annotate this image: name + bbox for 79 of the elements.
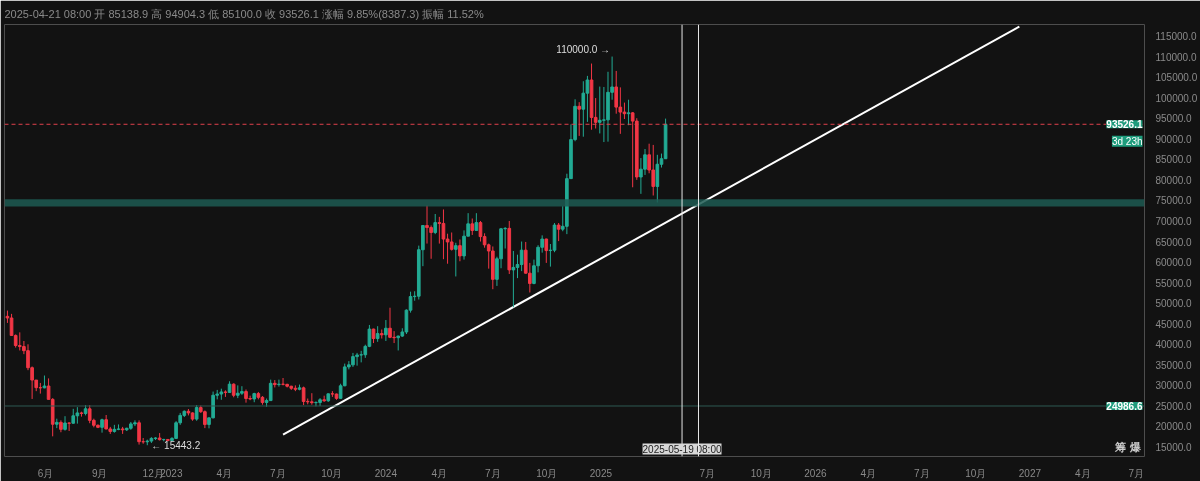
y-tick-label: 100000.0 — [1155, 92, 1198, 104]
x-tick-label: 2024 — [374, 467, 398, 479]
x-tick-label: 10月 — [965, 467, 987, 479]
candlestick — [511, 250, 516, 308]
candlestick — [63, 415, 67, 432]
candlestick — [277, 379, 281, 388]
x-tick-label: 4月 — [216, 467, 233, 479]
candlestick — [392, 330, 396, 344]
y-tick-label: 15000.0 — [1155, 442, 1193, 454]
y-tick-label: 30000.0 — [1155, 380, 1193, 392]
candlestick — [458, 238, 462, 262]
y-tick-label: 70000.0 — [1155, 215, 1193, 227]
annotation: 筹 爆 — [1114, 440, 1142, 453]
candlestick — [453, 242, 458, 277]
y-tick-label: 50000.0 — [1155, 298, 1193, 310]
x-tick-label: 7月 — [699, 467, 716, 479]
candlestick — [602, 86, 606, 143]
y-tick-label: 75000.0 — [1155, 195, 1193, 207]
candlestick — [626, 99, 631, 126]
x-tick-label: 10月 — [750, 467, 772, 479]
y-tick-label: 95000.0 — [1155, 113, 1193, 125]
candlestick — [268, 379, 273, 402]
candlestick — [441, 208, 446, 260]
candlestick — [449, 231, 454, 252]
candlestick — [614, 70, 619, 115]
candlestick — [67, 421, 71, 432]
candlestick — [133, 419, 137, 427]
x-tick-label: 4月 — [860, 467, 877, 479]
x-tick-label: 2025 — [589, 467, 613, 479]
y-tick-label: 65000.0 — [1155, 236, 1193, 248]
y-tick-label: 55000.0 — [1155, 277, 1193, 289]
x-tick-label: 9月 — [91, 467, 108, 479]
candlestick — [630, 111, 635, 188]
candlestick — [544, 238, 549, 264]
ref-line-label: 24986.6 — [1106, 401, 1143, 412]
candlestick — [577, 101, 582, 137]
candlestick — [388, 307, 392, 339]
candlestick — [515, 254, 520, 279]
x-tick-label: 10月 — [536, 467, 558, 479]
ref-line-label: 2025-05-19 08:00 — [642, 443, 722, 455]
x-tick-label: 7月 — [914, 467, 930, 479]
candlestick — [384, 319, 388, 342]
candlestick — [355, 352, 359, 367]
x-tick-label: 10月 — [321, 467, 343, 479]
y-tick-label: 40000.0 — [1155, 339, 1193, 351]
annotation: 3d 23h — [1111, 135, 1143, 147]
candlestick — [651, 144, 656, 196]
annotation: 110000.0 → — [556, 43, 611, 55]
y-tick-label: 25000.0 — [1155, 400, 1193, 412]
y-tick-label: 45000.0 — [1155, 318, 1193, 330]
y-tick-label: 60000.0 — [1155, 257, 1193, 269]
candlestick — [281, 377, 285, 386]
y-tick-label: 115000.0 — [1155, 31, 1197, 43]
y-tick-label: 90000.0 — [1155, 133, 1193, 145]
y-tick-label: 20000.0 — [1155, 421, 1193, 433]
chart-title: 2025-04-21 08:00 开 85138.9 高 94904.3 低 85100.0 收 93526.1 涨幅 9.85%(8387.3) 振幅 11.52% — [4, 7, 484, 20]
y-tick-label: 110000.0 — [1155, 51, 1197, 63]
annotation: ← 15443.2 — [151, 439, 201, 451]
x-tick-label: 6月 — [37, 467, 54, 479]
candlestick — [581, 80, 586, 138]
candlestick — [519, 241, 524, 272]
candlestick — [240, 385, 244, 396]
candlestick — [137, 419, 141, 446]
candlestick — [437, 216, 442, 245]
y-tick-label: 85000.0 — [1155, 154, 1193, 166]
candlestick — [433, 213, 438, 235]
x-tick-label: 7月 — [485, 467, 501, 479]
candlestick — [314, 400, 318, 407]
x-tick-label: 4月 — [431, 467, 448, 479]
y-tick-label: 80000.0 — [1155, 174, 1193, 186]
candlestick — [556, 222, 561, 242]
ref-line-label: 93526.1 — [1106, 119, 1143, 131]
x-tick-label: 4月 — [1075, 467, 1091, 479]
x-tick-label: 7月 — [1128, 467, 1145, 479]
y-tick-label: 105000.0 — [1155, 72, 1198, 84]
x-tick-label: 2026 — [804, 467, 827, 479]
x-tick-label: 7月 — [269, 467, 286, 479]
y-tick-label: 35000.0 — [1155, 359, 1193, 371]
x-tick-label: 2027 — [1018, 467, 1042, 479]
